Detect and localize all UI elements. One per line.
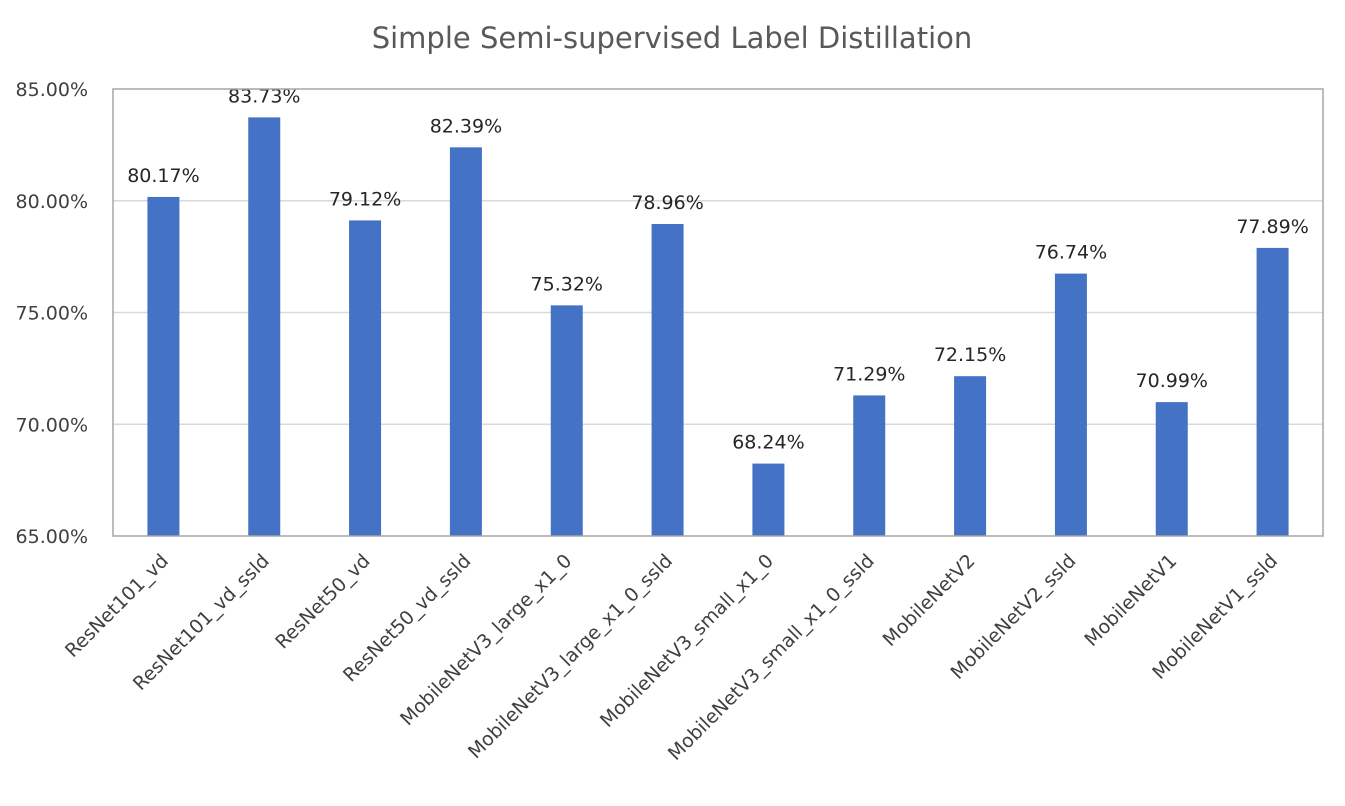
x-tick-label: MobileNetV3_large_x1_0_ssld — [464, 550, 677, 763]
gridlines — [113, 200, 1323, 425]
data-label: 82.39% — [430, 115, 502, 137]
bar — [1155, 402, 1188, 536]
data-label: 76.74% — [1035, 242, 1107, 264]
bar — [1256, 247, 1289, 536]
y-axis-ticks: 65.00% 70.00% 75.00% 80.00% 85.00% — [16, 79, 88, 548]
x-tick-label: ResNet50_vd — [271, 550, 374, 653]
x-tick-label: MobileNetV3_large_x1_0 — [396, 550, 576, 730]
bar — [1054, 273, 1087, 536]
data-label: 78.96% — [631, 192, 703, 214]
y-tick-label: 80.00% — [16, 191, 88, 213]
bar — [550, 305, 583, 536]
bar — [752, 463, 785, 536]
bars — [147, 117, 1289, 537]
data-label: 79.12% — [329, 188, 401, 210]
x-tick-label: MobileNetV1 — [1080, 550, 1181, 651]
data-label: 68.24% — [732, 432, 804, 454]
y-tick-label: 65.00% — [16, 526, 88, 548]
x-tick-label: MobileNetV3_small_x1_0_ssld — [664, 550, 879, 765]
data-label: 77.89% — [1236, 216, 1308, 238]
y-tick-label: 70.00% — [16, 414, 88, 436]
bar — [853, 395, 886, 536]
bar — [147, 196, 180, 536]
bar — [449, 147, 482, 536]
plot-frame — [112, 88, 1324, 537]
x-tick-label: MobileNetV3_small_x1_0 — [596, 550, 778, 732]
y-tick-label: 75.00% — [16, 303, 88, 325]
y-tick-label: 85.00% — [16, 79, 88, 101]
bar — [248, 117, 281, 537]
x-tick-label: MobileNetV2 — [879, 550, 980, 651]
chart-title: Simple Semi-supervised Label Distillatio… — [372, 21, 973, 55]
data-label: 72.15% — [934, 344, 1006, 366]
x-axis-ticks: ResNet101_vdResNet101_vd_ssldResNet50_vd… — [61, 550, 1282, 765]
bar — [954, 376, 987, 536]
bar — [651, 223, 684, 536]
x-tick-label: ResNet101_vd — [61, 550, 173, 662]
data-label: 80.17% — [127, 165, 199, 187]
data-labels: 80.17% 83.73% 79.12% 82.39% 75.32% 78.96% 68.2… — [127, 85, 1309, 453]
data-label: 71.29% — [833, 363, 905, 385]
data-label: 70.99% — [1136, 370, 1208, 392]
bar — [349, 220, 382, 536]
data-label: 83.73% — [228, 85, 300, 107]
data-label: 75.32% — [531, 273, 603, 295]
